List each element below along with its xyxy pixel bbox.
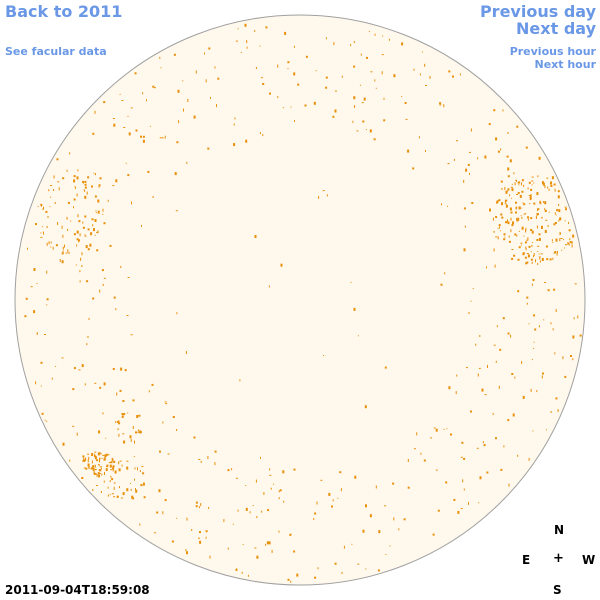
compass-north: N xyxy=(554,523,565,537)
observation-timestamp: 2011-09-04T18:59:08 xyxy=(5,583,150,597)
magnetic-feature-dots xyxy=(24,23,582,583)
compass-south: S xyxy=(553,583,562,597)
previous-hour-link[interactable]: Previous hour xyxy=(509,45,596,58)
previous-day-link[interactable]: Previous day xyxy=(479,2,596,21)
compass-west: W xyxy=(582,553,596,567)
solar-disk xyxy=(14,14,586,586)
compass-east: E xyxy=(522,553,531,567)
back-to-year-link[interactable]: Back to 2011 xyxy=(5,2,123,21)
next-hour-link[interactable]: Next hour xyxy=(534,58,597,71)
see-facular-data-link[interactable]: See facular data xyxy=(5,45,107,58)
compass-center-cross: + xyxy=(553,551,564,566)
next-day-link[interactable]: Next day xyxy=(516,19,596,38)
